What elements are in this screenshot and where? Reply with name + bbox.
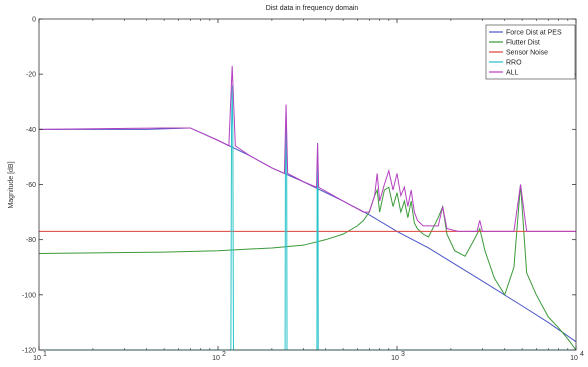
- x-tick-label: 10: [212, 355, 220, 362]
- x-tick-exponent: 4: [580, 351, 584, 358]
- x-tick-label: 10: [570, 355, 578, 362]
- x-tick-label: 10: [33, 355, 41, 362]
- x-tick-label: 10: [391, 355, 399, 362]
- legend-label-5: ALL: [506, 70, 519, 77]
- y-tick-label: -100: [22, 292, 36, 299]
- legend-label-2: Flutter Dist: [506, 40, 540, 47]
- legend-label-3: Sensor Noise: [506, 50, 548, 57]
- legend-label-1: Force Dist at PES: [506, 30, 562, 37]
- x-tick-exponent: 1: [43, 351, 47, 358]
- series-line-5: [38, 65, 576, 232]
- x-tick-exponent: 3: [401, 351, 405, 358]
- chart-title: Dist data in frequency domain: [266, 5, 359, 12]
- x-tick-exponent: 2: [222, 351, 226, 358]
- y-tick-label: 0: [32, 17, 36, 24]
- y-tick-label: -80: [26, 237, 36, 244]
- y-axis-label: Magnitude [dB]: [8, 161, 15, 208]
- y-tick-label: -20: [26, 72, 36, 79]
- legend-label-4: RRO: [506, 60, 522, 67]
- y-tick-label: -60: [26, 182, 36, 189]
- y-tick-label: -40: [26, 127, 36, 134]
- y-tick-label: -120: [22, 348, 36, 355]
- legend: Force Dist at PES Flutter Dist Sensor Nois…: [485, 24, 576, 80]
- series-line-2: [38, 184, 577, 351]
